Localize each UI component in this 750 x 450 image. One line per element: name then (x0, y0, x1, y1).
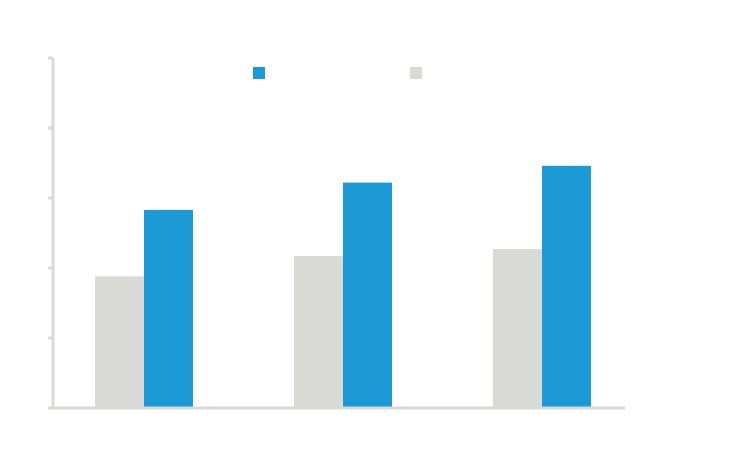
bar-series1-cat1 (95, 276, 144, 407)
bar-series2-cat1 (144, 209, 193, 407)
axes (48, 56, 625, 410)
bar-series1-cat3 (493, 249, 542, 407)
bar-series2-cat3 (542, 165, 591, 407)
bars (95, 165, 591, 407)
bar-series1-cat2 (294, 256, 343, 407)
bar-series2-cat2 (343, 182, 392, 407)
legend (253, 67, 422, 79)
legend-swatch-series2 (253, 67, 265, 79)
legend-swatch-series1 (410, 67, 422, 79)
